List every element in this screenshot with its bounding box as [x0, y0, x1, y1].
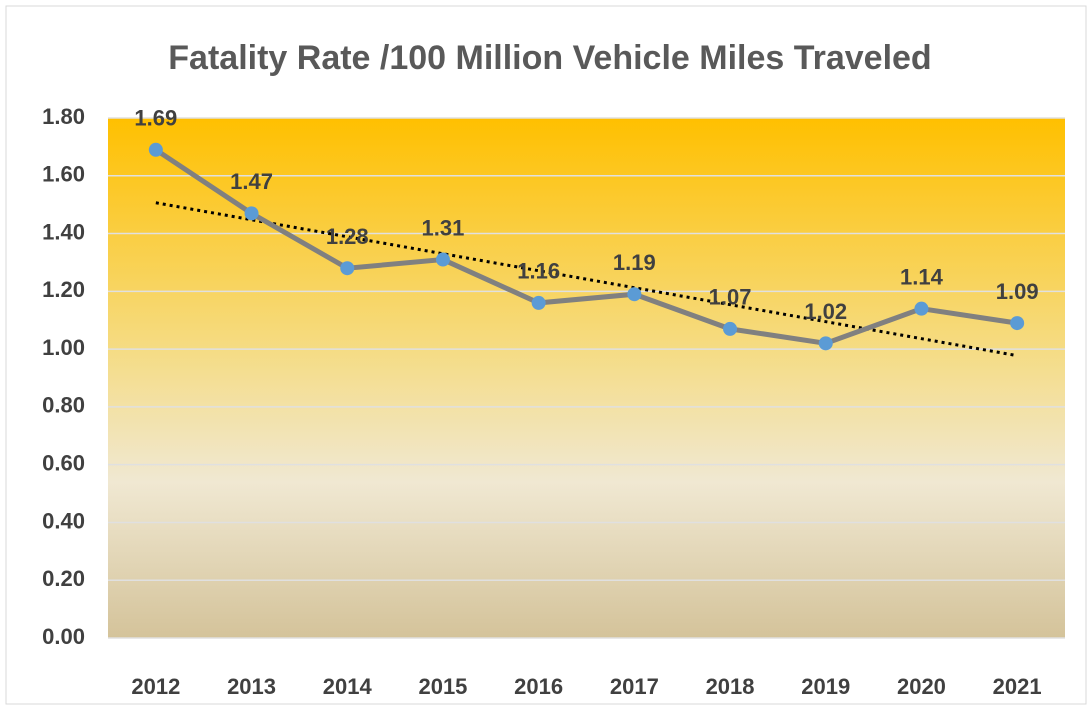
point [914, 301, 929, 316]
point [818, 336, 833, 351]
point [435, 252, 450, 267]
x-tick-label: 2016 [514, 674, 563, 699]
x-tick-label: 2013 [227, 674, 276, 699]
x-tick-label: 2017 [610, 674, 659, 699]
point [1010, 316, 1025, 331]
plot-area [108, 118, 1065, 638]
data-label: 1.19 [613, 250, 656, 275]
data-label: 1.47 [230, 169, 273, 194]
y-tick-label: 1.60 [42, 162, 85, 187]
point [244, 206, 259, 221]
x-tick-label: 2018 [706, 674, 755, 699]
data-label: 1.31 [422, 215, 465, 240]
y-tick-label: 0.80 [42, 393, 85, 418]
y-tick-label: 0.40 [42, 508, 85, 533]
data-label: 1.07 [709, 285, 752, 310]
point [627, 287, 642, 302]
point [531, 295, 546, 310]
y-tick-label: 1.20 [42, 277, 85, 302]
data-label: 1.09 [996, 279, 1039, 304]
y-tick-label: 0.60 [42, 450, 85, 475]
series-line [154, 147, 1018, 346]
chart-title: Fatality Rate /100 Million Vehicle Miles… [168, 39, 931, 77]
data-label: 1.69 [134, 106, 177, 131]
point [723, 321, 738, 336]
data-label: 1.16 [517, 259, 560, 284]
x-tick-label: 2021 [993, 674, 1042, 699]
y-tick-label: 0.20 [42, 566, 85, 591]
x-tick-label: 2019 [801, 674, 850, 699]
x-tick-label: 2012 [131, 674, 180, 699]
y-tick-label: 1.80 [42, 104, 85, 129]
x-tick-label: 2020 [897, 674, 946, 699]
y-tick-label: 1.40 [42, 219, 85, 244]
y-tick-label: 0.00 [42, 624, 85, 649]
data-label: 1.28 [326, 224, 369, 249]
point [148, 142, 163, 157]
data-label: 1.02 [804, 299, 847, 324]
x-tick-label: 2015 [418, 674, 467, 699]
x-tick-label: 2014 [323, 674, 373, 699]
data-label: 1.14 [900, 264, 944, 289]
y-tick-label: 1.00 [42, 335, 85, 360]
trendline [155, 201, 1018, 358]
point [340, 261, 355, 276]
